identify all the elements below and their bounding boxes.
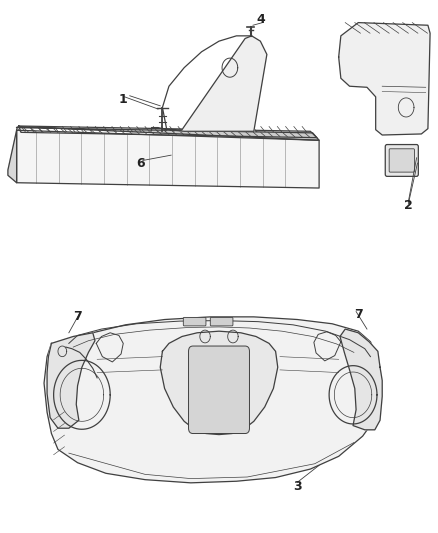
Text: 2: 2	[404, 199, 413, 212]
Polygon shape	[167, 36, 267, 131]
Polygon shape	[47, 333, 95, 428]
Text: 7: 7	[354, 308, 363, 321]
Polygon shape	[17, 130, 319, 188]
Text: 7: 7	[73, 310, 82, 324]
Polygon shape	[160, 331, 278, 434]
Text: 4: 4	[256, 13, 265, 27]
FancyBboxPatch shape	[184, 317, 206, 326]
Polygon shape	[17, 126, 319, 140]
Polygon shape	[8, 130, 17, 183]
Text: 6: 6	[136, 157, 145, 169]
FancyBboxPatch shape	[389, 149, 414, 172]
FancyBboxPatch shape	[210, 317, 233, 326]
Polygon shape	[340, 329, 382, 430]
Polygon shape	[19, 126, 317, 138]
FancyBboxPatch shape	[385, 144, 418, 176]
Polygon shape	[339, 22, 430, 135]
FancyBboxPatch shape	[188, 346, 250, 433]
Text: 1: 1	[119, 93, 127, 106]
Polygon shape	[44, 317, 382, 483]
Text: 3: 3	[293, 480, 302, 493]
Polygon shape	[17, 126, 319, 140]
